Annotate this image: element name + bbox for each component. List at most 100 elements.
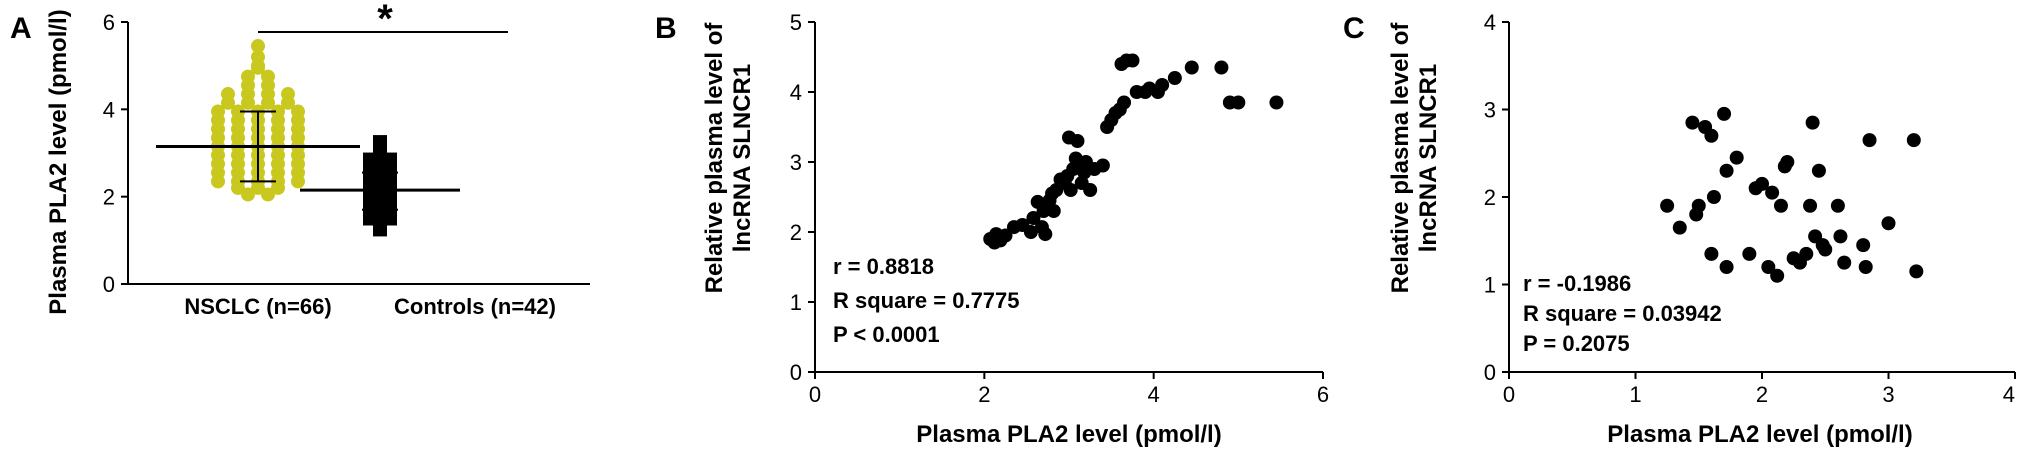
panel-a-category-label: NSCLC (n=66) <box>184 294 331 319</box>
panel-a-y-axis-title: Plasma PLA2 level (pmol/l) <box>45 9 72 314</box>
nsclc-data-point <box>241 187 255 202</box>
panel-b-data-point <box>1155 78 1170 92</box>
control-data-point <box>373 222 387 237</box>
panel-c-data-point <box>1906 133 1921 148</box>
panel-b-stat-r-square: R square = 0.7775 <box>833 288 1020 313</box>
nsclc-data-point <box>291 174 305 189</box>
panel-c-data-point <box>1881 216 1896 231</box>
panel-c-y-axis-title-line2: lncRNA SLNCR1 <box>1415 64 1442 252</box>
panel-b-data-point <box>1269 95 1284 110</box>
panel-b-marks <box>983 53 1284 250</box>
nsclc-data-point <box>251 39 265 54</box>
panel-c-data-point <box>1660 198 1675 213</box>
panel-b-data-point <box>1167 71 1182 85</box>
nsclc-data-point <box>221 95 235 110</box>
nsclc-data-point <box>211 174 225 189</box>
nsclc-data-point <box>241 95 255 110</box>
panel-c-marks <box>1660 106 1924 283</box>
panel-c-data-point <box>1765 185 1780 200</box>
panel-c-stat-p: P = 0.2075 <box>1523 331 1630 356</box>
panel-a-category-label: Controls (n=42) <box>394 294 556 319</box>
panel-b-x-tick-label: 0 <box>809 382 821 407</box>
panel-c-data-point <box>1803 198 1818 213</box>
panel-c-data-point <box>1706 190 1721 204</box>
panel-a-y-tick-label: 6 <box>103 10 115 35</box>
nsclc-data-point <box>281 95 295 110</box>
panel-a-y-tick-label: 2 <box>103 185 115 210</box>
panel-b-stat-r: r = 0.8818 <box>833 254 934 279</box>
panel-b-x-tick-label: 4 <box>1148 382 1160 407</box>
panel-c-data-point <box>1858 260 1873 274</box>
panel-b-data-point <box>1117 95 1132 110</box>
panel-a: A Plasma PLA2 level (pmol/l) 0 2 4 6 NSC… <box>10 0 590 319</box>
panel-a-marks <box>156 39 460 237</box>
panel-c-data-point <box>1805 115 1820 130</box>
panel-b-data-point <box>1038 227 1053 242</box>
panel-c-y-tick-label: 4 <box>1484 10 1496 35</box>
panel-b-x-tick-label: 2 <box>978 382 990 407</box>
nsclc-data-point <box>261 187 275 202</box>
panel-c-data-point <box>1830 198 1845 213</box>
panel-c-data-point <box>1818 242 1833 257</box>
panel-c-ticks <box>1502 21 2016 379</box>
panel-b-data-point <box>1214 60 1229 75</box>
panel-b-y-axis-title-line2: lncRNA SLNCR1 <box>729 64 756 252</box>
panel-c-stat-r-square: R square = 0.03942 <box>1523 301 1722 326</box>
panel-b-data-point <box>1036 204 1051 218</box>
panel-c-y-tick-label: 1 <box>1484 273 1496 298</box>
panel-c-data-point <box>1704 128 1719 143</box>
panel-b-ticks <box>808 21 1324 379</box>
panel-c-data-point <box>1691 198 1706 213</box>
panel-b-letter: B <box>655 12 677 45</box>
panel-c-data-point <box>1719 163 1734 178</box>
panel-c-data-point <box>1717 106 1732 121</box>
panel-b-y-tick-label: 0 <box>790 360 802 385</box>
panel-c-data-point <box>1672 220 1687 235</box>
nsclc-data-point <box>251 60 265 75</box>
panel-b-data-point <box>1063 183 1078 197</box>
panel-b-data-point <box>1026 211 1041 225</box>
panel-c: C Relative plasma level of lncRNA SLNCR1… <box>1343 10 2016 448</box>
panel-c-y-tick-label: 3 <box>1484 98 1496 123</box>
panel-b-data-point <box>1095 158 1110 173</box>
panel-a-letter: A <box>10 12 32 45</box>
panel-c-x-tick-label: 1 <box>1629 382 1641 407</box>
panel-c-data-point <box>1685 115 1700 130</box>
panel-b-data-point <box>1083 183 1098 197</box>
panel-c-data-point <box>1856 238 1871 253</box>
panel-b-x-axis-title: Plasma PLA2 level (pmol/l) <box>916 421 1221 448</box>
nsclc-data-point <box>251 180 265 195</box>
panel-c-letter: C <box>1343 12 1365 45</box>
panel-b-data-point <box>1184 60 1199 75</box>
panel-b-y-tick-label: 5 <box>790 10 802 35</box>
panel-b-y-tick-label: 1 <box>790 290 802 315</box>
panel-b-y-axis-title-line1: Relative plasma level of <box>701 22 728 294</box>
panel-c-stat-r: r = -0.1986 <box>1523 271 1631 296</box>
panel-c-data-point <box>1811 163 1826 178</box>
panel-c-data-point <box>1833 229 1848 244</box>
panel-c-data-point <box>1719 260 1734 274</box>
panel-c-y-axis-title-line1: Relative plasma level of <box>1387 22 1414 294</box>
panel-b-stat-p: P < 0.0001 <box>833 322 940 347</box>
significance-marker: * <box>377 0 393 41</box>
panel-c-y-tick-label: 0 <box>1484 360 1496 385</box>
panel-c-x-tick-label: 4 <box>2003 382 2015 407</box>
panel-a-y-tick-label: 0 <box>103 272 115 297</box>
panel-b-data-point <box>1125 53 1140 68</box>
nsclc-data-point <box>231 180 245 195</box>
panel-c-data-point <box>1862 133 1877 148</box>
panel-c-data-point <box>1773 198 1788 213</box>
nsclc-data-point <box>271 180 285 195</box>
panel-b-data-point <box>1046 204 1061 218</box>
panel-c-data-point <box>1729 150 1744 165</box>
panel-b-x-tick-label: 6 <box>1317 382 1329 407</box>
panel-c-x-axis-title: Plasma PLA2 level (pmol/l) <box>1607 421 1912 448</box>
panel-b-data-point <box>1023 225 1038 239</box>
panel-c-data-point <box>1755 176 1769 191</box>
panel-b-data-point <box>1231 95 1246 110</box>
panel-c-x-tick-label: 3 <box>1882 382 1894 407</box>
panel-c-data-point <box>1770 268 1785 283</box>
panel-c-data-point <box>1704 246 1719 261</box>
panel-c-data-point <box>1837 255 1852 270</box>
